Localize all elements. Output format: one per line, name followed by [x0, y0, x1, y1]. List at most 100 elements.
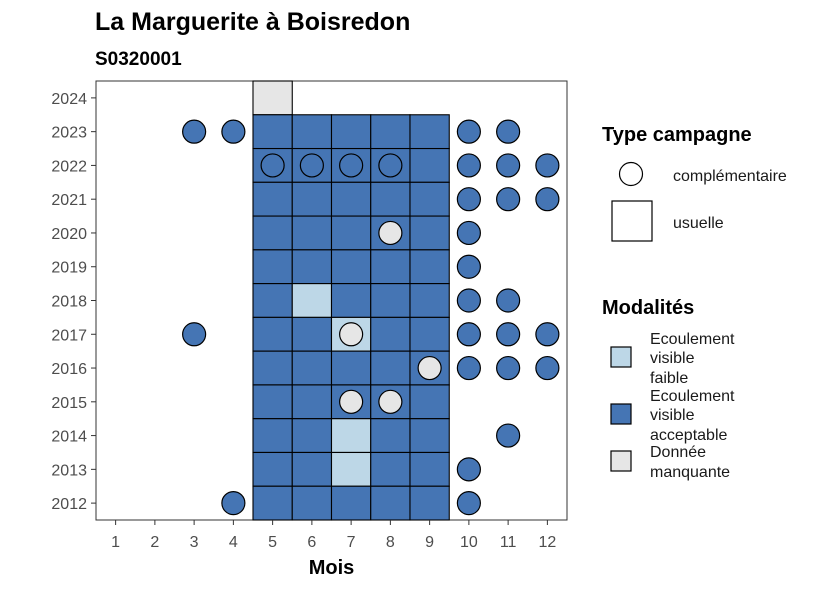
- tile-2023-8: [370, 114, 411, 150]
- y-tick-label-2020: 2020: [51, 226, 87, 243]
- legend-swatch-manquante: [610, 450, 632, 472]
- point-2023-10: [456, 119, 481, 144]
- tile-2017-8: [370, 316, 411, 352]
- legend-modalites-title: Modalités: [602, 297, 694, 319]
- point-2021-12: [535, 187, 560, 212]
- point-2018-10: [456, 288, 481, 313]
- point-2016-9: [417, 355, 442, 381]
- point-2012-10: [456, 491, 481, 516]
- tile-2015-6: [291, 384, 333, 420]
- y-tick-label-2024: 2024: [51, 91, 87, 108]
- x-tick-label-10: 10: [460, 534, 478, 551]
- x-tick-label-4: 4: [229, 534, 238, 551]
- tile-2020-5: [252, 215, 293, 251]
- x-tick-label-2: 2: [150, 534, 159, 551]
- tile-2014-7: [330, 418, 372, 454]
- point-2023-4: [221, 119, 246, 144]
- y-tick-label-2013: 2013: [51, 462, 87, 479]
- tile-2016-8: [370, 350, 411, 386]
- tile-2023-7: [330, 114, 372, 150]
- point-2021-11: [496, 187, 521, 212]
- y-tick-label-2012: 2012: [51, 496, 87, 513]
- tile-2018-5: [252, 283, 293, 318]
- y-tick-label-2023: 2023: [51, 125, 87, 142]
- tile-2012-8: [370, 485, 411, 521]
- x-tick-label-11: 11: [500, 534, 517, 551]
- legend-usuelle-label: usuelle: [673, 215, 724, 232]
- point-2018-11: [496, 288, 521, 313]
- x-tick-label-7: 7: [347, 534, 356, 551]
- tile-2014-9: [409, 418, 450, 454]
- legend-swatch-faible: [610, 346, 632, 368]
- tile-2014-8: [370, 418, 411, 454]
- point-2014-11: [496, 423, 521, 448]
- tile-2018-6: [291, 283, 333, 318]
- chart-subtitle: S0320001: [95, 49, 182, 70]
- usuelle-tiles: [252, 80, 450, 521]
- point-2017-11: [496, 322, 521, 347]
- tile-2021-7: [330, 181, 372, 217]
- point-2022-10: [456, 153, 481, 178]
- x-tick-label-5: 5: [268, 534, 277, 551]
- point-2012-4: [221, 491, 246, 516]
- tile-2012-5: [252, 485, 293, 521]
- point-2015-8: [378, 389, 403, 414]
- point-2022-6: [299, 153, 324, 178]
- point-2020-10: [456, 220, 481, 246]
- x-tick-label-6: 6: [307, 534, 316, 551]
- point-2016-12: [535, 355, 560, 381]
- tile-2022-9: [409, 147, 450, 183]
- point-2013-10: [456, 457, 481, 482]
- y-tick-label-2014: 2014: [51, 429, 87, 446]
- tile-2020-7: [330, 215, 372, 251]
- y-tick-label-2022: 2022: [51, 158, 87, 175]
- tile-2017-6: [291, 316, 333, 352]
- legend-type-title: Type campagne: [602, 124, 752, 146]
- point-2022-11: [496, 153, 521, 178]
- point-2017-12: [535, 322, 560, 347]
- x-tick-label-9: 9: [425, 534, 434, 551]
- tile-2021-9: [409, 181, 450, 217]
- tile-2024-5: [252, 80, 293, 116]
- tile-2012-6: [291, 485, 333, 521]
- tile-2019-6: [291, 249, 333, 285]
- point-2016-10: [456, 355, 481, 381]
- tile-2021-5: [252, 181, 293, 217]
- point-2023-3: [182, 119, 207, 144]
- legend-label-acceptable: Ecoulement visible acceptable: [650, 388, 739, 444]
- tile-2017-9: [409, 316, 450, 352]
- point-2022-8: [378, 153, 403, 178]
- point-2021-10: [456, 187, 481, 212]
- tile-2016-7: [330, 350, 372, 386]
- tile-2019-7: [330, 249, 372, 285]
- tile-2018-8: [370, 283, 411, 318]
- tile-2015-5: [252, 384, 293, 420]
- x-tick-label-1: 1: [111, 534, 120, 551]
- point-2017-3: [182, 322, 207, 347]
- tile-2020-6: [291, 215, 333, 251]
- legend-modalites: Modalités Ecoulement visible faible Ecou…: [602, 297, 739, 481]
- x-tick-label-3: 3: [190, 534, 199, 551]
- tile-2015-9: [409, 384, 450, 420]
- tile-2014-5: [252, 418, 293, 454]
- tile-2023-9: [409, 114, 450, 150]
- y-tick-label-2015: 2015: [51, 395, 87, 412]
- legend-label-faible: Ecoulement visible faible: [650, 331, 739, 387]
- y-tick-label-2018: 2018: [51, 294, 87, 311]
- chart-title: La Marguerite à Boisredon: [95, 8, 410, 36]
- y-tick-label-2016: 2016: [51, 361, 87, 378]
- tile-2013-7: [330, 451, 372, 487]
- point-2022-12: [535, 153, 560, 178]
- tile-2013-6: [291, 451, 333, 487]
- point-2019-10: [456, 254, 481, 279]
- point-2022-7: [339, 153, 364, 178]
- point-2015-7: [339, 389, 364, 414]
- point-2022-5: [260, 153, 285, 178]
- tile-2021-6: [291, 181, 333, 217]
- tile-2019-8: [370, 249, 411, 285]
- complementaire-points: [182, 119, 560, 516]
- plot-area: 1 2 3 4 5 6 7 8 9 10 11 12 201220132014201520162017…: [51, 80, 568, 551]
- legend-label-manquante: Donnée manquante: [650, 444, 730, 481]
- tile-2012-7: [330, 485, 372, 521]
